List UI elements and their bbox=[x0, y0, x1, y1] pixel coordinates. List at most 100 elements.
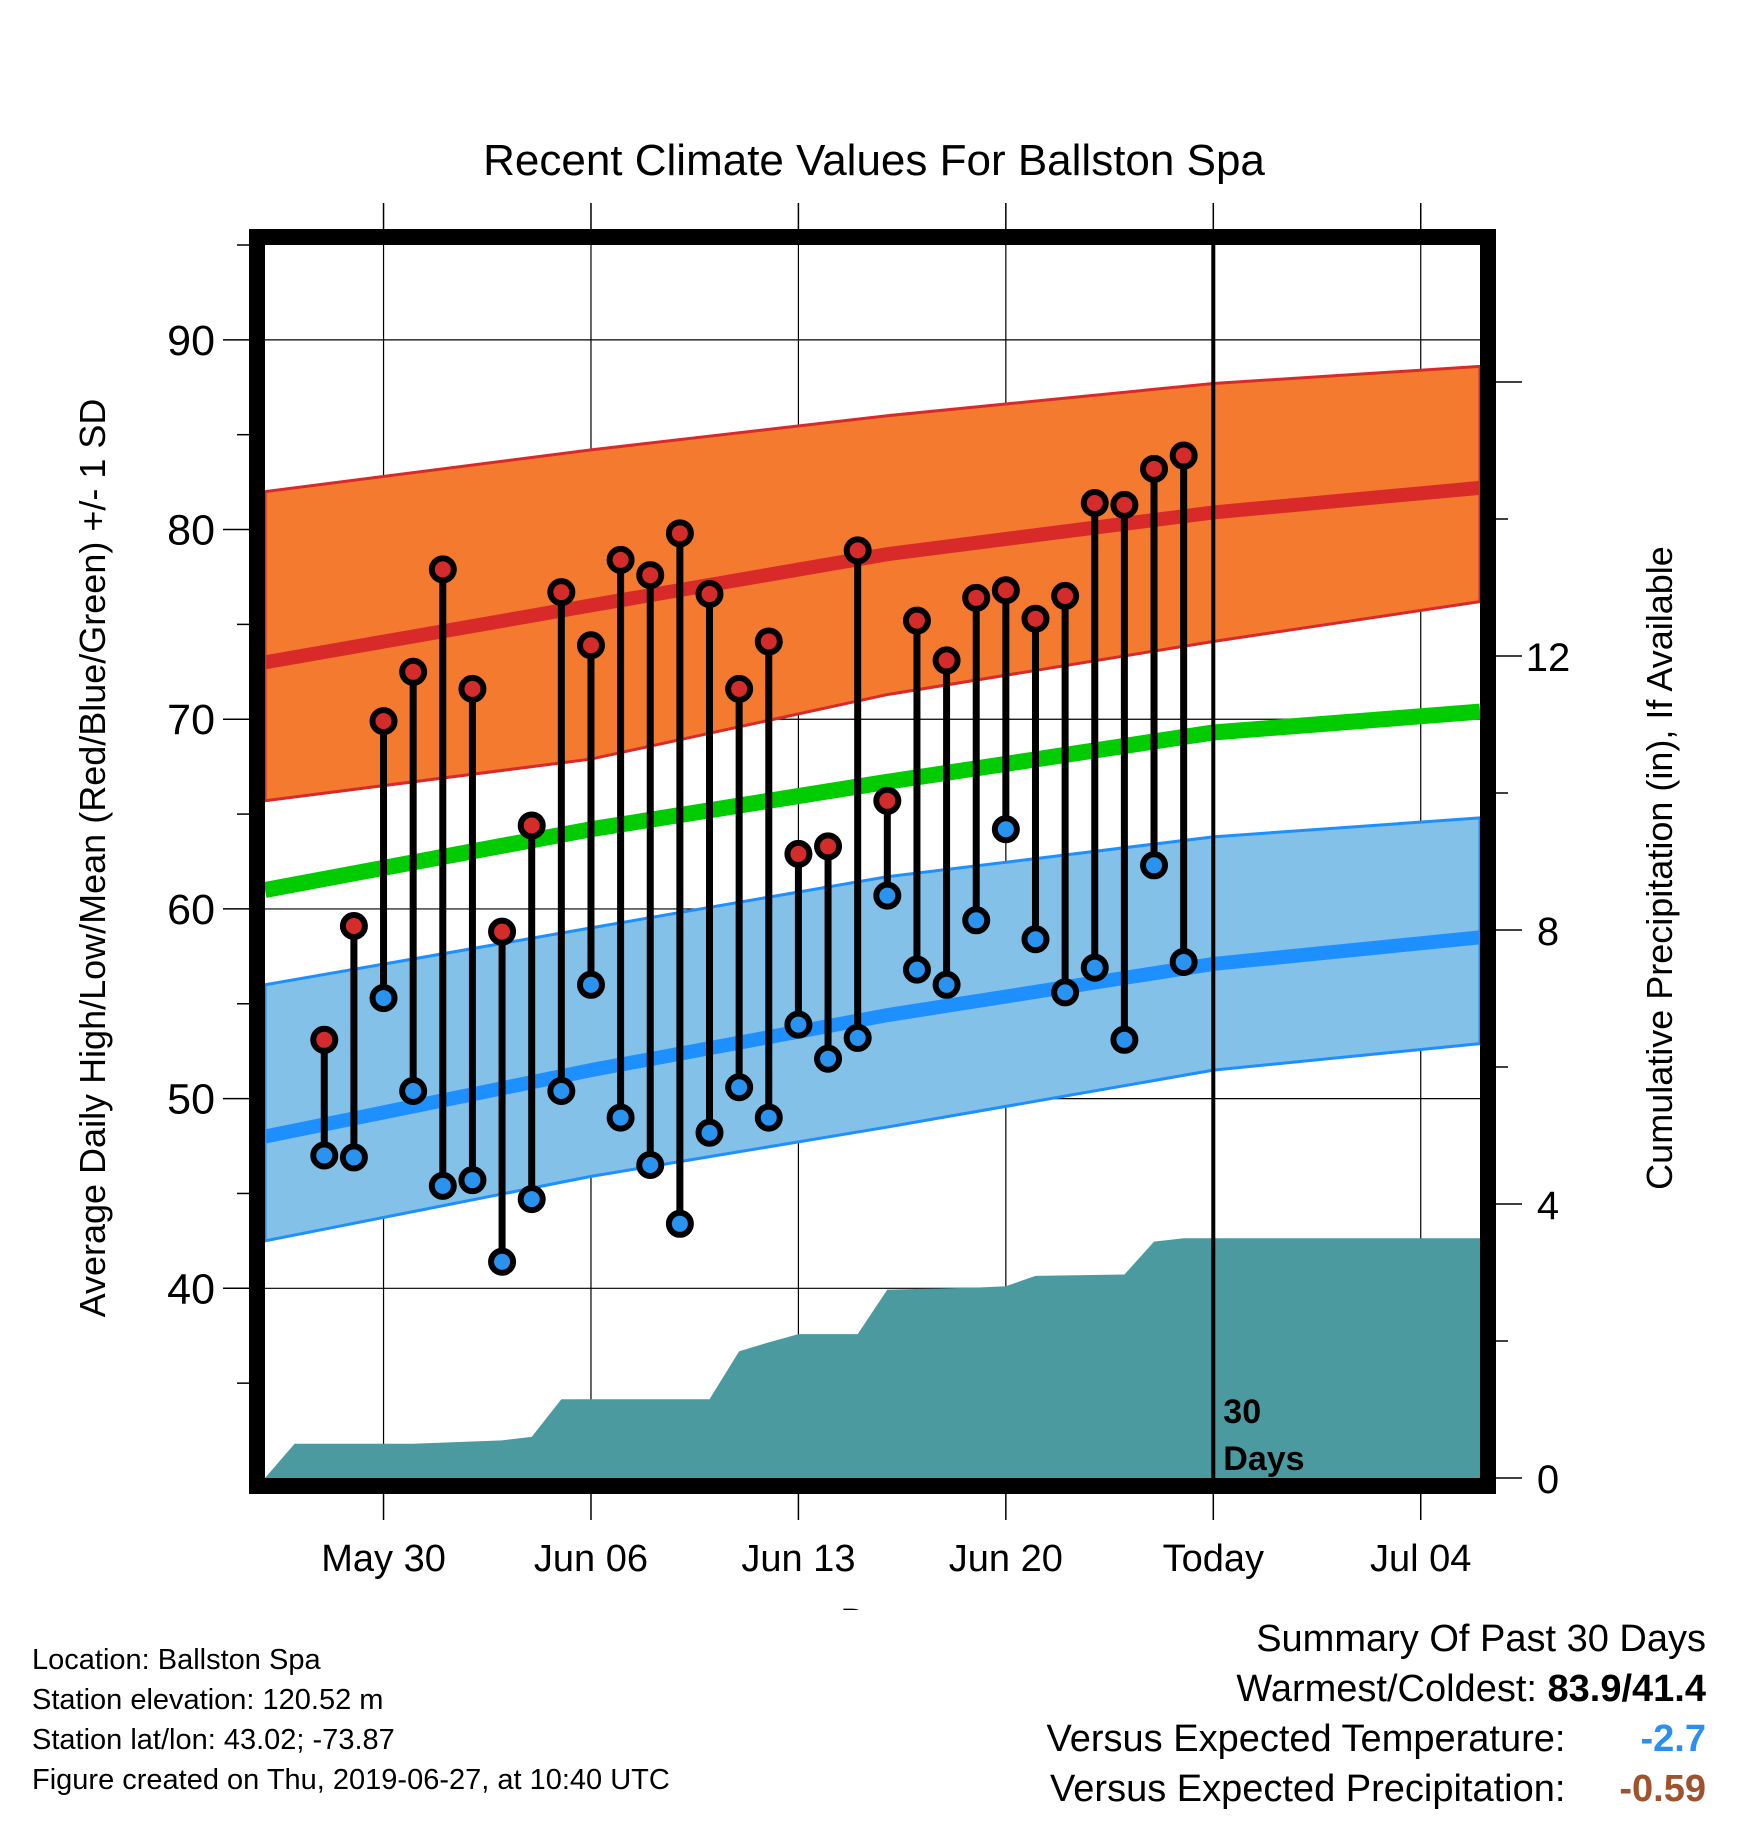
observed-low-point bbox=[902, 955, 931, 984]
observed-high-point bbox=[488, 917, 517, 946]
observed-low-point bbox=[428, 1171, 457, 1200]
observed-high-point bbox=[784, 839, 813, 868]
observed-low-point bbox=[932, 970, 961, 999]
observed-high-point bbox=[369, 707, 398, 736]
observed-low-point bbox=[843, 1023, 872, 1052]
observed-low-point bbox=[784, 1010, 813, 1039]
observed-high-point bbox=[754, 627, 783, 656]
climate-chart: Recent Climate Values For Ballston Spa 3… bbox=[72, 136, 1680, 1610]
observed-high-point bbox=[665, 519, 694, 548]
temp-value: -2.7 bbox=[1640, 1718, 1706, 1760]
summary-temp-row: Versus Expected Temperature: -2.7 bbox=[1047, 1714, 1706, 1764]
plot-frame bbox=[249, 229, 1496, 1494]
location-text: Location: Ballston Spa bbox=[32, 1644, 321, 1676]
y-tick-label: 80 bbox=[167, 507, 215, 555]
observed-high-point bbox=[991, 576, 1020, 605]
observed-low-point bbox=[1051, 978, 1080, 1007]
observed-high-point bbox=[902, 606, 931, 635]
observed-low-point bbox=[310, 1141, 339, 1170]
today-days-label: Days bbox=[1223, 1440, 1304, 1478]
observed-low-point bbox=[369, 984, 398, 1013]
observed-low-point bbox=[399, 1077, 428, 1106]
observed-high-point bbox=[606, 545, 635, 574]
latlon-text: Station lat/lon: 43.02; -73.87 bbox=[32, 1724, 395, 1756]
observed-high-point bbox=[1051, 581, 1080, 610]
observed-high-point bbox=[636, 561, 665, 590]
station-info: Location: Ballston Spa Station elevation… bbox=[32, 1640, 670, 1800]
created-text: Figure created on Thu, 2019-06-27, at 10… bbox=[32, 1764, 670, 1796]
observed-low-point bbox=[606, 1103, 635, 1132]
today-days-label: 30 bbox=[1223, 1393, 1261, 1431]
x-tick-label: Jun 13 bbox=[741, 1538, 855, 1580]
chart-title: Recent Climate Values For Ballston Spa bbox=[483, 136, 1265, 185]
y-tick-label: 50 bbox=[167, 1076, 215, 1124]
summary-panel: Summary Of Past 30 Days Warmest/Coldest:… bbox=[1047, 1614, 1706, 1814]
observed-low-point bbox=[1140, 851, 1169, 880]
observed-high-point bbox=[547, 578, 576, 607]
observed-high-point bbox=[814, 832, 843, 861]
observed-low-point bbox=[517, 1185, 546, 1214]
observed-high-point bbox=[399, 657, 428, 686]
x-tick-label: Jun 06 bbox=[534, 1538, 648, 1580]
observed-low-point bbox=[1080, 953, 1109, 982]
observed-low-point bbox=[725, 1073, 754, 1102]
observed-low-point bbox=[1110, 1025, 1139, 1054]
y-axis-label: Average Daily High/Low/Mean (Red/Blue/Gr… bbox=[72, 399, 113, 1318]
observed-high-point bbox=[310, 1025, 339, 1054]
observed-low-point bbox=[339, 1143, 368, 1172]
elevation-text: Station elevation: 120.52 m bbox=[32, 1684, 384, 1716]
summary-heading: Summary Of Past 30 Days bbox=[1256, 1618, 1706, 1660]
observed-high-point bbox=[458, 674, 487, 703]
precip-value: -0.59 bbox=[1619, 1768, 1706, 1810]
y2-tick-label: 12 bbox=[1526, 636, 1571, 680]
y2-tick-label: 0 bbox=[1537, 1458, 1559, 1502]
observed-high-point bbox=[1169, 441, 1198, 470]
y-tick-label: 40 bbox=[167, 1265, 215, 1313]
normal-high-band bbox=[265, 364, 1480, 803]
observed-low-point bbox=[576, 970, 605, 999]
plot-content: 30 Days bbox=[265, 245, 1480, 1478]
x-axis-label: Day bbox=[840, 1602, 908, 1610]
temp-label: Versus Expected Temperature: bbox=[1046, 1718, 1566, 1760]
y2-tick-label: 8 bbox=[1537, 910, 1559, 954]
observed-high-point bbox=[339, 911, 368, 940]
observed-low-point bbox=[1169, 948, 1198, 977]
x-tick-label: May 30 bbox=[321, 1538, 446, 1580]
normal-high-line bbox=[265, 480, 1480, 670]
precipitation-area bbox=[265, 1238, 1480, 1478]
y2-axis-label: Cumulative Precipitation (in), If Availa… bbox=[1639, 546, 1680, 1190]
observed-high-point bbox=[843, 536, 872, 565]
observed-low-point bbox=[547, 1077, 576, 1106]
warmest-value: 83.9/41.4 bbox=[1547, 1668, 1706, 1710]
x-tick-label: Today bbox=[1163, 1538, 1264, 1580]
normal-low-band bbox=[265, 816, 1480, 1243]
warmest-label: Warmest/Coldest: bbox=[1236, 1668, 1537, 1710]
observed-low-point bbox=[458, 1166, 487, 1195]
observed-high-point bbox=[576, 631, 605, 660]
x-tick-label: Jul 04 bbox=[1370, 1538, 1471, 1580]
observed-low-point bbox=[636, 1151, 665, 1180]
observed-low-point bbox=[991, 815, 1020, 844]
observed-low-point bbox=[873, 881, 902, 910]
x-tick-label: Jun 20 bbox=[949, 1538, 1063, 1580]
normal-mean-line bbox=[265, 703, 1480, 898]
precip-label: Versus Expected Precipitation: bbox=[1050, 1768, 1566, 1810]
observed-high-point bbox=[1110, 490, 1139, 519]
plot-area: 30 Days 40 50 60 70 80 90 0 4 8 12 May 30 Jun 06 Jun 1… bbox=[167, 203, 1570, 1580]
summary-precip-row: Versus Expected Precipitation: -0.59 bbox=[1047, 1764, 1706, 1814]
y-tick-label: 90 bbox=[167, 317, 215, 365]
y-tick-label: 70 bbox=[167, 696, 215, 744]
y2-tick-label: 4 bbox=[1537, 1184, 1559, 1228]
y-tick-label: 60 bbox=[167, 886, 215, 934]
observed-low-point bbox=[754, 1103, 783, 1132]
observed-high-point bbox=[962, 583, 991, 612]
observed-high-point bbox=[725, 674, 754, 703]
observed-high-point bbox=[873, 786, 902, 815]
observed-low-point bbox=[695, 1118, 724, 1147]
observed-high-point bbox=[932, 646, 961, 675]
normal-low-line bbox=[265, 930, 1480, 1144]
observed-high-point bbox=[1140, 454, 1169, 483]
observed-low-point bbox=[665, 1209, 694, 1238]
observed-high-point bbox=[1080, 488, 1109, 517]
observed-high-point bbox=[1021, 604, 1050, 633]
